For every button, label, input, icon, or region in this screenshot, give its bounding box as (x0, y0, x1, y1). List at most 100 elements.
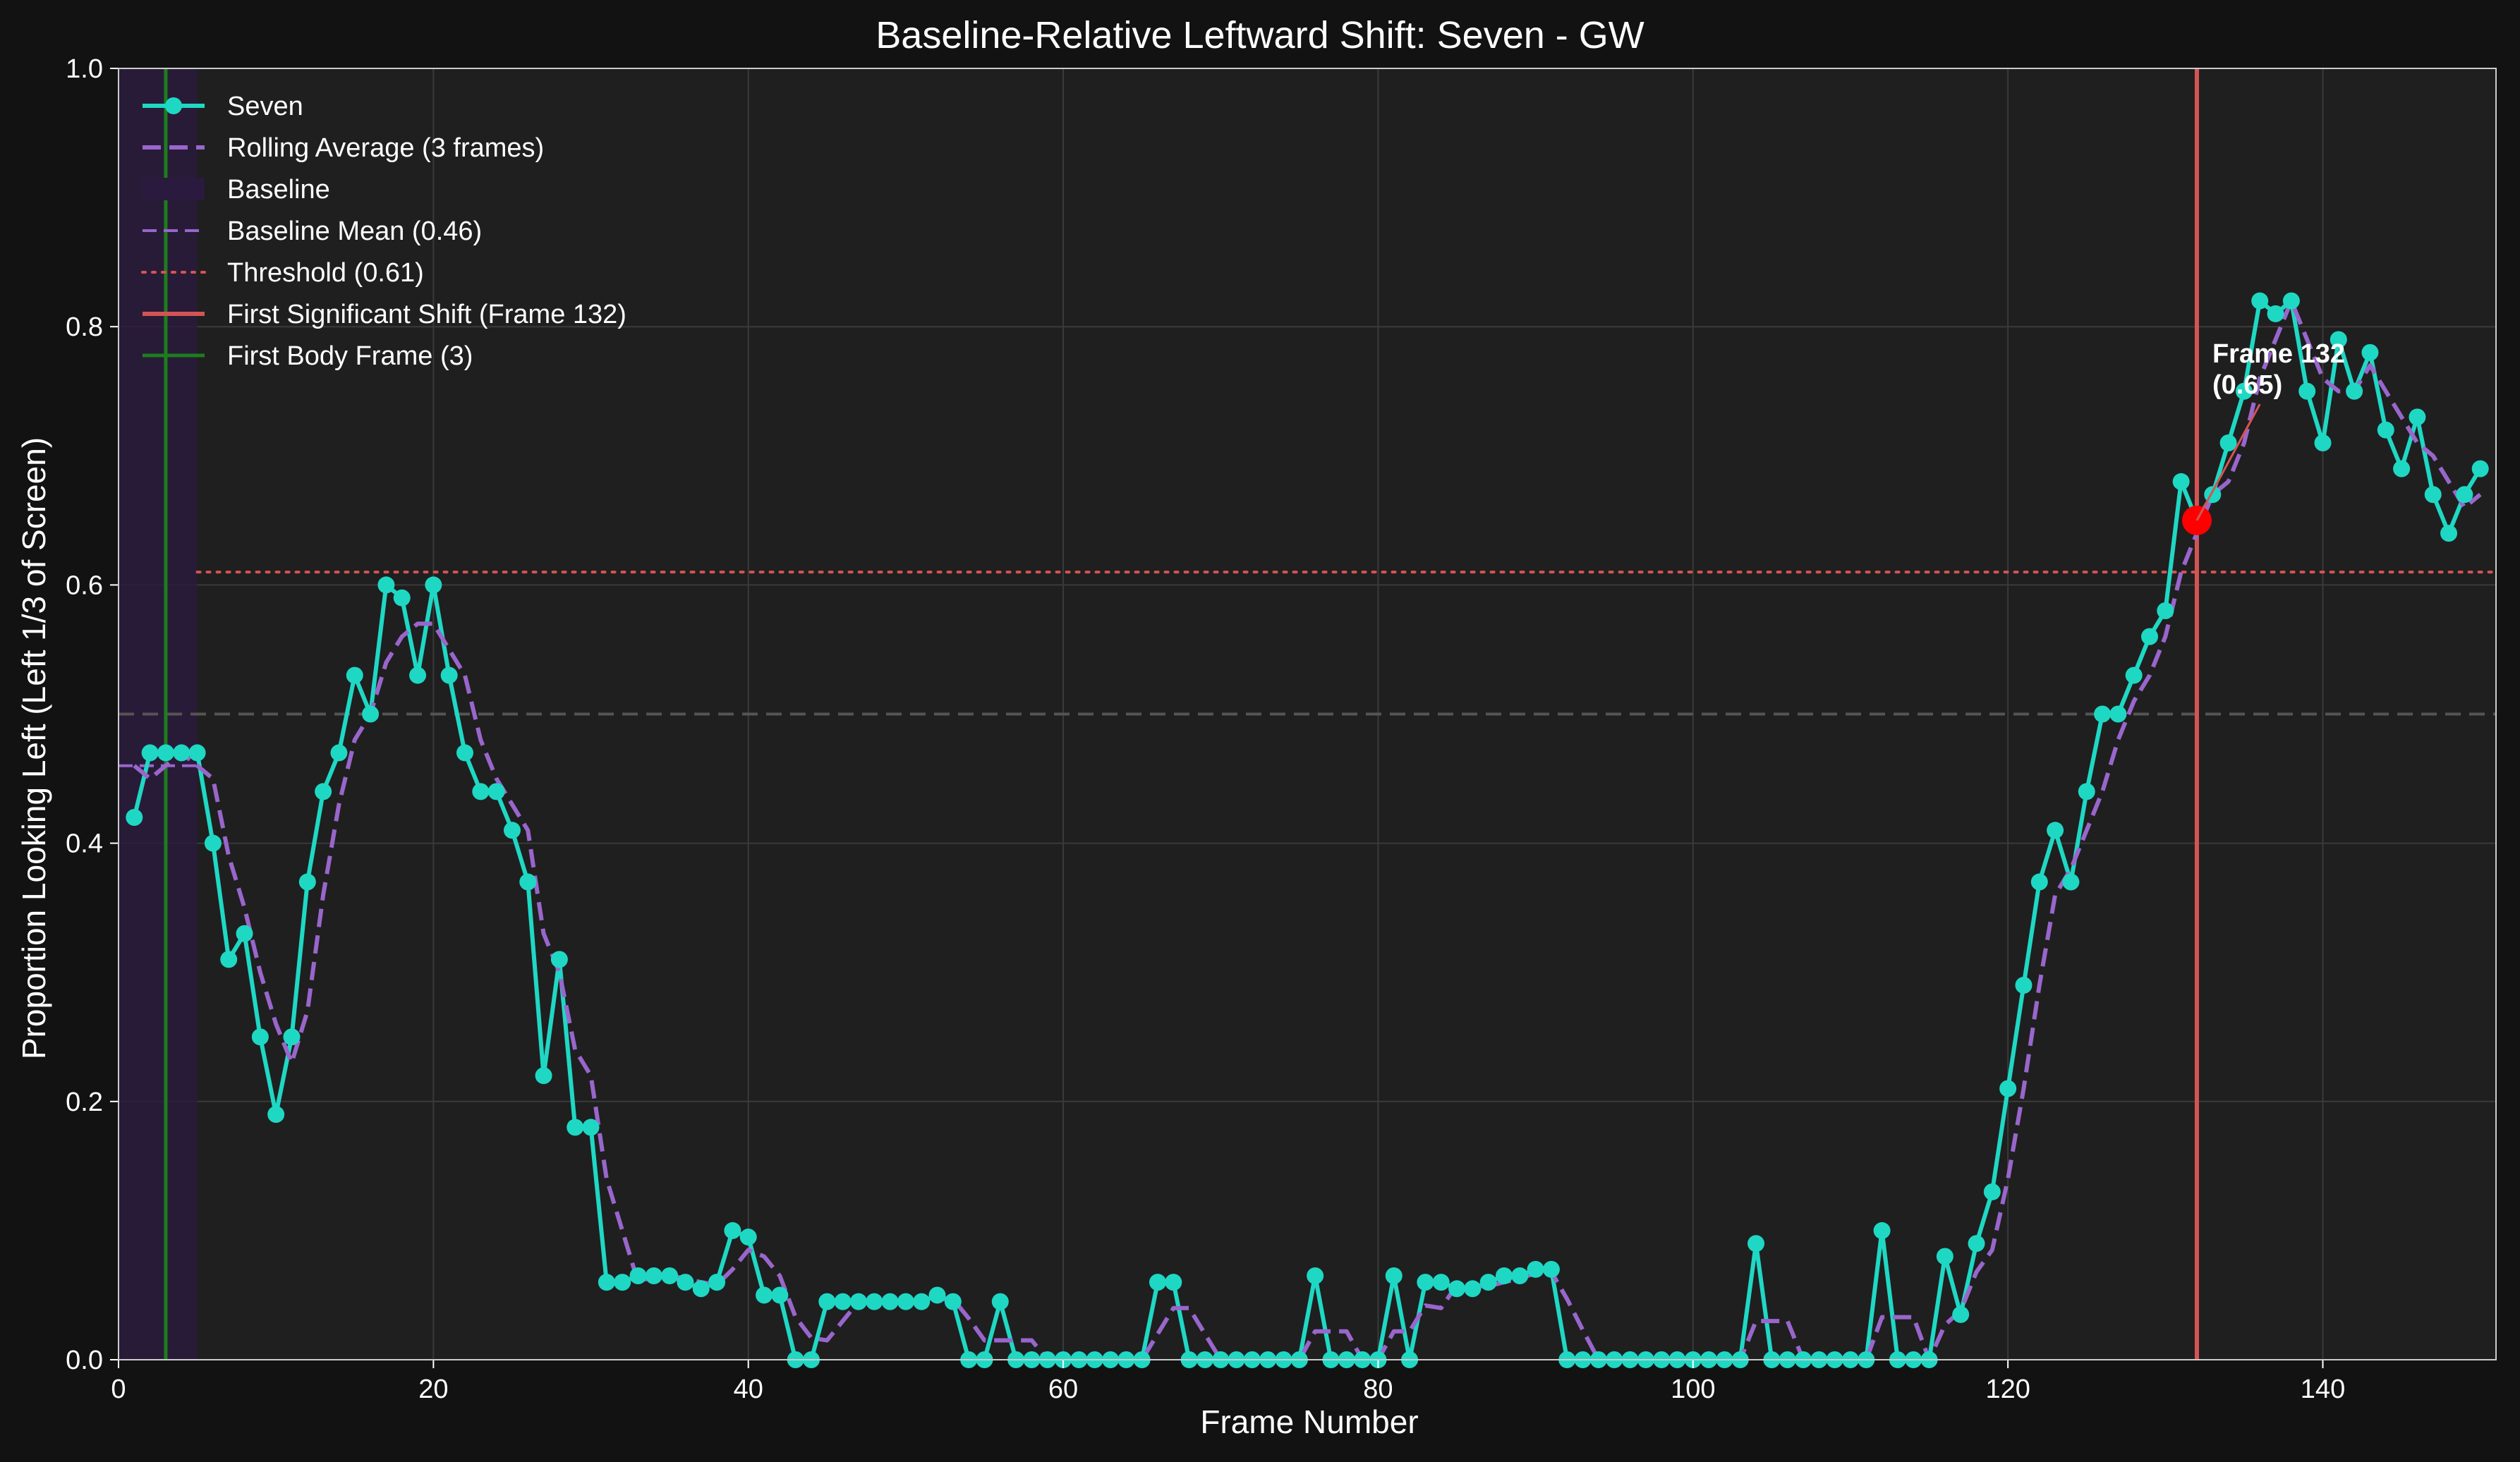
data-point (2330, 331, 2347, 348)
data-point (1464, 1280, 1482, 1298)
legend-label: Rolling Average (3 frames) (227, 133, 544, 163)
x-tick-label: 100 (1671, 1375, 1715, 1404)
data-point (818, 1293, 836, 1310)
data-point (2424, 486, 2442, 504)
legend-label: Seven (227, 92, 303, 121)
x-tick-label: 120 (1985, 1375, 2030, 1404)
data-point (393, 589, 411, 607)
data-point (377, 576, 395, 594)
data-point (487, 783, 505, 800)
data-point (204, 834, 222, 852)
axes-frame (118, 68, 2497, 1360)
data-point (1448, 1280, 1466, 1298)
legend-label: First Significant Shift (Frame 132) (227, 300, 626, 329)
data-point (2047, 822, 2064, 839)
data-point (1747, 1235, 1765, 1253)
legend-item: Baseline Mean (0.46) (143, 217, 482, 246)
data-point (739, 1229, 757, 1246)
y-tick-label: 0.0 (66, 1346, 103, 1375)
data-point (866, 1293, 883, 1310)
data-point (582, 1119, 600, 1136)
data-point (645, 1267, 662, 1284)
rolling-average-line (133, 298, 2482, 1362)
data-point (2471, 460, 2489, 477)
x-tick-label: 60 (1048, 1375, 1078, 1404)
legend-item: Seven (143, 92, 303, 121)
series-layer (126, 292, 2489, 1368)
data-point (897, 1293, 914, 1310)
data-point (2409, 408, 2426, 426)
data-point (2172, 473, 2190, 490)
data-point (2282, 292, 2300, 310)
data-point (2125, 666, 2143, 684)
data-point (1417, 1274, 1434, 1291)
data-point (2141, 628, 2159, 645)
y-tick-label: 0.2 (66, 1088, 103, 1117)
data-point (1952, 1305, 1970, 1323)
data-point (519, 873, 537, 891)
data-point (456, 744, 473, 762)
x-tick-label: 20 (418, 1375, 448, 1404)
legend-item: First Body Frame (3) (143, 341, 473, 371)
legend-swatch-baseline (143, 178, 205, 200)
reference-lines (119, 68, 2497, 1360)
data-point (1149, 1274, 1166, 1291)
data-point (2157, 602, 2174, 620)
data-point (409, 666, 427, 684)
data-point (315, 783, 332, 800)
data-point (283, 1028, 301, 1046)
data-point (1542, 1260, 1560, 1278)
data-point (834, 1293, 852, 1310)
data-point (157, 744, 174, 762)
data-point (2219, 434, 2237, 451)
data-point (173, 744, 190, 762)
legend-label: Baseline (227, 175, 330, 205)
data-point (2298, 382, 2316, 400)
y-axis-label: Proportion Looking Left (Left 1/3 of Scr… (16, 437, 52, 1059)
data-point (2078, 783, 2095, 800)
data-point (1432, 1274, 1450, 1291)
data-point (991, 1293, 1009, 1310)
data-point (1479, 1274, 1497, 1291)
legend-label: First Body Frame (3) (227, 341, 473, 371)
data-point (692, 1280, 710, 1298)
legend-item: Rolling Average (3 frames) (143, 133, 544, 163)
data-point (188, 744, 206, 762)
data-point (661, 1267, 679, 1284)
seven-series-line (132, 298, 2483, 1362)
data-point (251, 1028, 269, 1046)
data-point (677, 1274, 694, 1291)
data-point (2456, 486, 2473, 504)
annotation-label: Frame 132 (2212, 339, 2345, 369)
data-point (1999, 1080, 2017, 1097)
data-point (2314, 434, 2332, 451)
annotation-layer: Frame 132(0.65) (2181, 339, 2345, 535)
data-point (2094, 705, 2112, 723)
legend-label: Baseline Mean (0.46) (227, 217, 482, 246)
data-point (756, 1286, 773, 1304)
data-point (2393, 460, 2411, 477)
data-point (298, 873, 316, 891)
data-point (1527, 1260, 1544, 1278)
data-point (1511, 1267, 1529, 1284)
data-point (126, 808, 143, 826)
x-tick-label: 80 (1363, 1375, 1393, 1404)
data-point (1968, 1235, 1985, 1253)
data-point (881, 1293, 899, 1310)
data-point (2062, 873, 2080, 891)
data-point (362, 705, 380, 723)
data-point (236, 925, 253, 942)
x-tick-label: 40 (734, 1375, 763, 1404)
data-point (330, 744, 348, 762)
data-point (267, 1106, 285, 1123)
data-point (771, 1286, 789, 1304)
data-point (2267, 305, 2284, 322)
data-point (708, 1274, 726, 1291)
chart-title: Baseline-Relative Leftward Shift: Seven … (876, 14, 1644, 56)
data-point (1165, 1274, 1182, 1291)
data-point (1495, 1267, 1513, 1284)
data-point (472, 783, 490, 800)
y-tick-label: 0.4 (66, 829, 103, 859)
x-tick-label: 140 (2301, 1375, 2345, 1404)
data-point (614, 1274, 631, 1291)
